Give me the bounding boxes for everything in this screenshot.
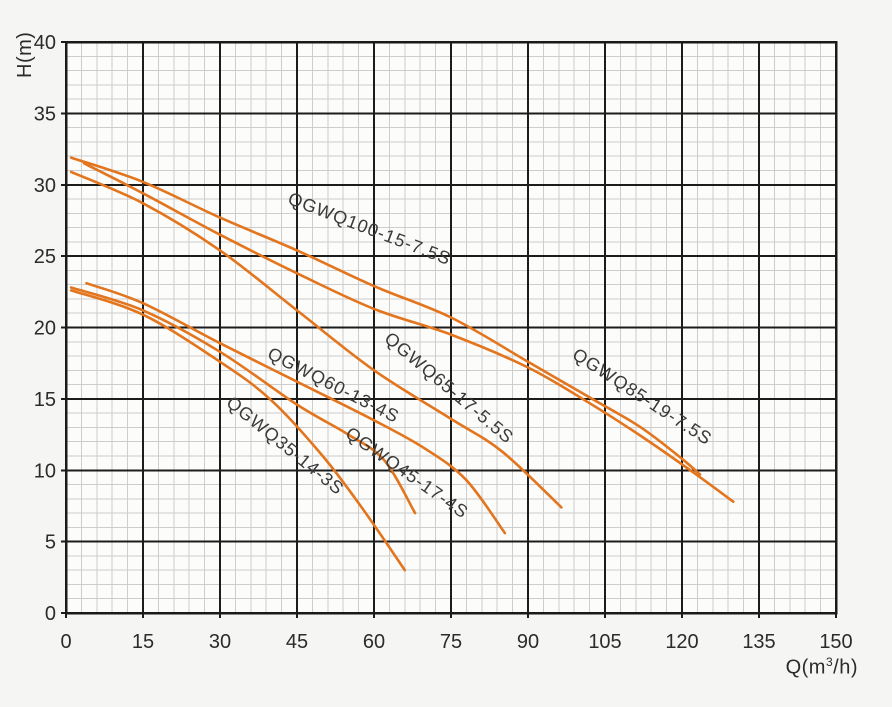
y-tick-label: 30 — [34, 175, 56, 197]
x-tick-label: 150 — [819, 631, 852, 653]
y-tick-label: 15 — [34, 389, 56, 411]
y-tick-label: 25 — [34, 246, 56, 268]
y-tick-label: 5 — [45, 532, 56, 554]
tick-labels: 0 15 30 45 60 75 90 105 120 135 150 0 5 10 15 20 25 30 35 4… — [34, 32, 853, 653]
x-axis-title-post: /h) — [833, 656, 858, 679]
x-tick-label: 90 — [517, 631, 539, 653]
curve-QGWQ65-17-5.5S — [69, 170, 563, 509]
curve-QGWQ85-19-7.5S — [82, 162, 735, 503]
curve-QGWQ45-17-4S — [69, 286, 417, 515]
curve-QGWQ35-14-3S — [69, 289, 407, 572]
curve-QGWQ60-13-4S — [85, 281, 507, 535]
x-tick-label: 60 — [363, 631, 385, 653]
y-tick-label: 40 — [34, 32, 56, 54]
x-tick-label: 15 — [132, 631, 154, 653]
y-tick-label: 0 — [45, 603, 56, 625]
x-axis-title: Q(m3/h) — [786, 655, 858, 680]
y-tick-label: 10 — [34, 460, 56, 482]
curve-QGWQ100-15-7.5S — [69, 156, 702, 476]
x-axis-title-sup: 3 — [825, 655, 834, 669]
x-tick-label: 135 — [742, 631, 775, 653]
x-tick-label: 105 — [588, 631, 621, 653]
x-tick-label: 45 — [286, 631, 308, 653]
y-tick-label: 20 — [34, 318, 56, 340]
x-axis-title-pre: Q(m — [785, 656, 826, 679]
x-tick-label: 120 — [665, 631, 698, 653]
plot-frame — [64, 40, 838, 615]
x-tick-label: 30 — [209, 631, 231, 653]
y-tick-label: 35 — [34, 103, 56, 125]
x-tick-label: 75 — [440, 631, 462, 653]
x-tick-label: 0 — [60, 631, 71, 653]
curves — [69, 156, 735, 572]
